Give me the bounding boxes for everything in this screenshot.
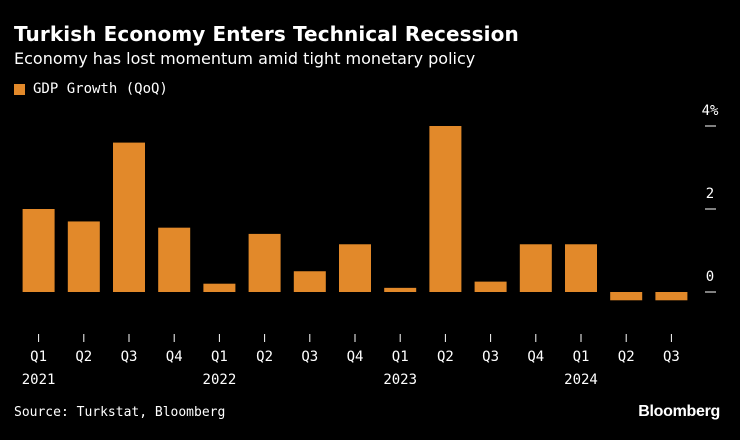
chart-legend: GDP Growth (QoQ) [14, 81, 168, 97]
chart-title: Turkish Economy Enters Technical Recessi… [14, 22, 519, 46]
y-tick-label: 2 [706, 186, 714, 202]
y-axis: 0 2 4% [702, 103, 719, 293]
bar [339, 244, 371, 292]
bar [565, 244, 597, 292]
bars-group [22, 126, 688, 301]
bar [384, 287, 417, 292]
chart-subtitle: Economy has lost momentum amid tight mon… [14, 49, 476, 68]
bar [248, 233, 281, 292]
bar [67, 221, 100, 292]
bar [610, 292, 643, 301]
bar [293, 271, 326, 292]
y-tick-label: 4% [702, 103, 719, 119]
bloomberg-logo: Bloomberg [638, 403, 720, 420]
bar [22, 209, 55, 292]
source-note: Source: Turkstat, Bloomberg [14, 405, 226, 420]
x-tick-label: Q3 [663, 349, 680, 365]
legend-label: GDP Growth (QoQ) [33, 81, 168, 97]
bar [519, 244, 552, 292]
bar [158, 227, 191, 292]
x-tick-label: Q4 [527, 349, 544, 365]
y-tick-label: 0 [706, 269, 714, 285]
legend-swatch [14, 83, 25, 95]
x-tick-label: Q3 [301, 349, 318, 365]
x-tick-label: Q1 [211, 349, 228, 365]
x-year-label: 2024 [564, 372, 598, 388]
x-tick-label: Q3 [482, 349, 499, 365]
x-year-label: 2021 [22, 372, 56, 388]
x-tick-label: Q2 [75, 349, 92, 365]
x-tick-label: Q2 [437, 349, 454, 365]
bar [113, 142, 145, 292]
x-tick-label: Q2 [618, 349, 635, 365]
x-tick-label: Q1 [30, 349, 47, 365]
x-tick-label: Q3 [121, 349, 138, 365]
bar [474, 281, 507, 292]
bar [203, 283, 236, 292]
bar [429, 126, 462, 292]
x-tick-label: Q4 [347, 349, 364, 365]
x-axis: Q1 2021 Q2 Q3 Q4 Q1 2022 Q2 Q3 Q4 Q1 2023 Q2 Q3 Q4 Q1 20… [22, 334, 680, 388]
x-year-label: 2022 [203, 372, 237, 388]
x-tick-label: Q2 [256, 349, 273, 365]
x-tick-label: Q4 [166, 349, 183, 365]
x-tick-label: Q1 [573, 349, 590, 365]
bar [655, 292, 688, 301]
x-year-label: 2023 [383, 372, 417, 388]
x-tick-label: Q1 [392, 349, 409, 365]
